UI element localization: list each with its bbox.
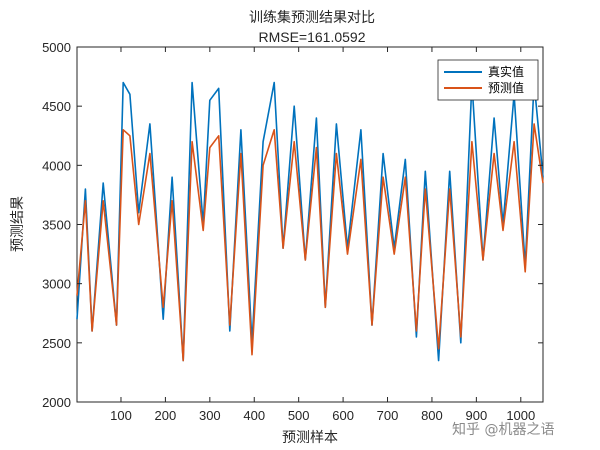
legend-box <box>437 59 539 101</box>
y-tick-label: 2500 <box>42 336 71 351</box>
chart-title: 训练集预测结果对比 <box>249 9 375 26</box>
y-tick-label: 5000 <box>42 40 71 55</box>
y-tick-label: 2000 <box>42 395 71 410</box>
x-tick-label: 1000 <box>506 408 535 423</box>
series-line-1 <box>76 81 544 362</box>
y-tick-label: 3500 <box>42 218 71 233</box>
x-axis-label: 预测样本 <box>282 430 338 446</box>
x-tick-label: 100 <box>110 408 132 423</box>
x-tick-label: 400 <box>243 408 265 423</box>
axis-ticks: 100 200 300 400 500 600 700 800 900 1000 2000 2500 3… <box>42 40 543 423</box>
legend-label-2: 预测值 <box>488 80 524 95</box>
y-tick-label: 4500 <box>42 99 71 114</box>
legend-label-1: 真实值 <box>488 64 524 79</box>
y-tick-label: 3000 <box>42 277 71 292</box>
x-tick-label: 500 <box>288 408 310 423</box>
x-tick-label: 600 <box>332 408 354 423</box>
x-tick-label: 700 <box>377 408 399 423</box>
plot-area <box>76 46 544 403</box>
chart-subtitle: RMSE=161.0592 <box>258 29 365 45</box>
x-tick-label: 900 <box>466 408 488 423</box>
watermark: 知乎 @机器之语 <box>452 421 554 438</box>
x-tick-label: 800 <box>421 408 443 423</box>
x-tick-label: 200 <box>155 408 177 423</box>
y-axis-label: 预测结果 <box>10 196 26 252</box>
y-tick-label: 4000 <box>42 158 71 173</box>
x-tick-label: 300 <box>199 408 221 423</box>
series-line-2 <box>76 123 544 362</box>
